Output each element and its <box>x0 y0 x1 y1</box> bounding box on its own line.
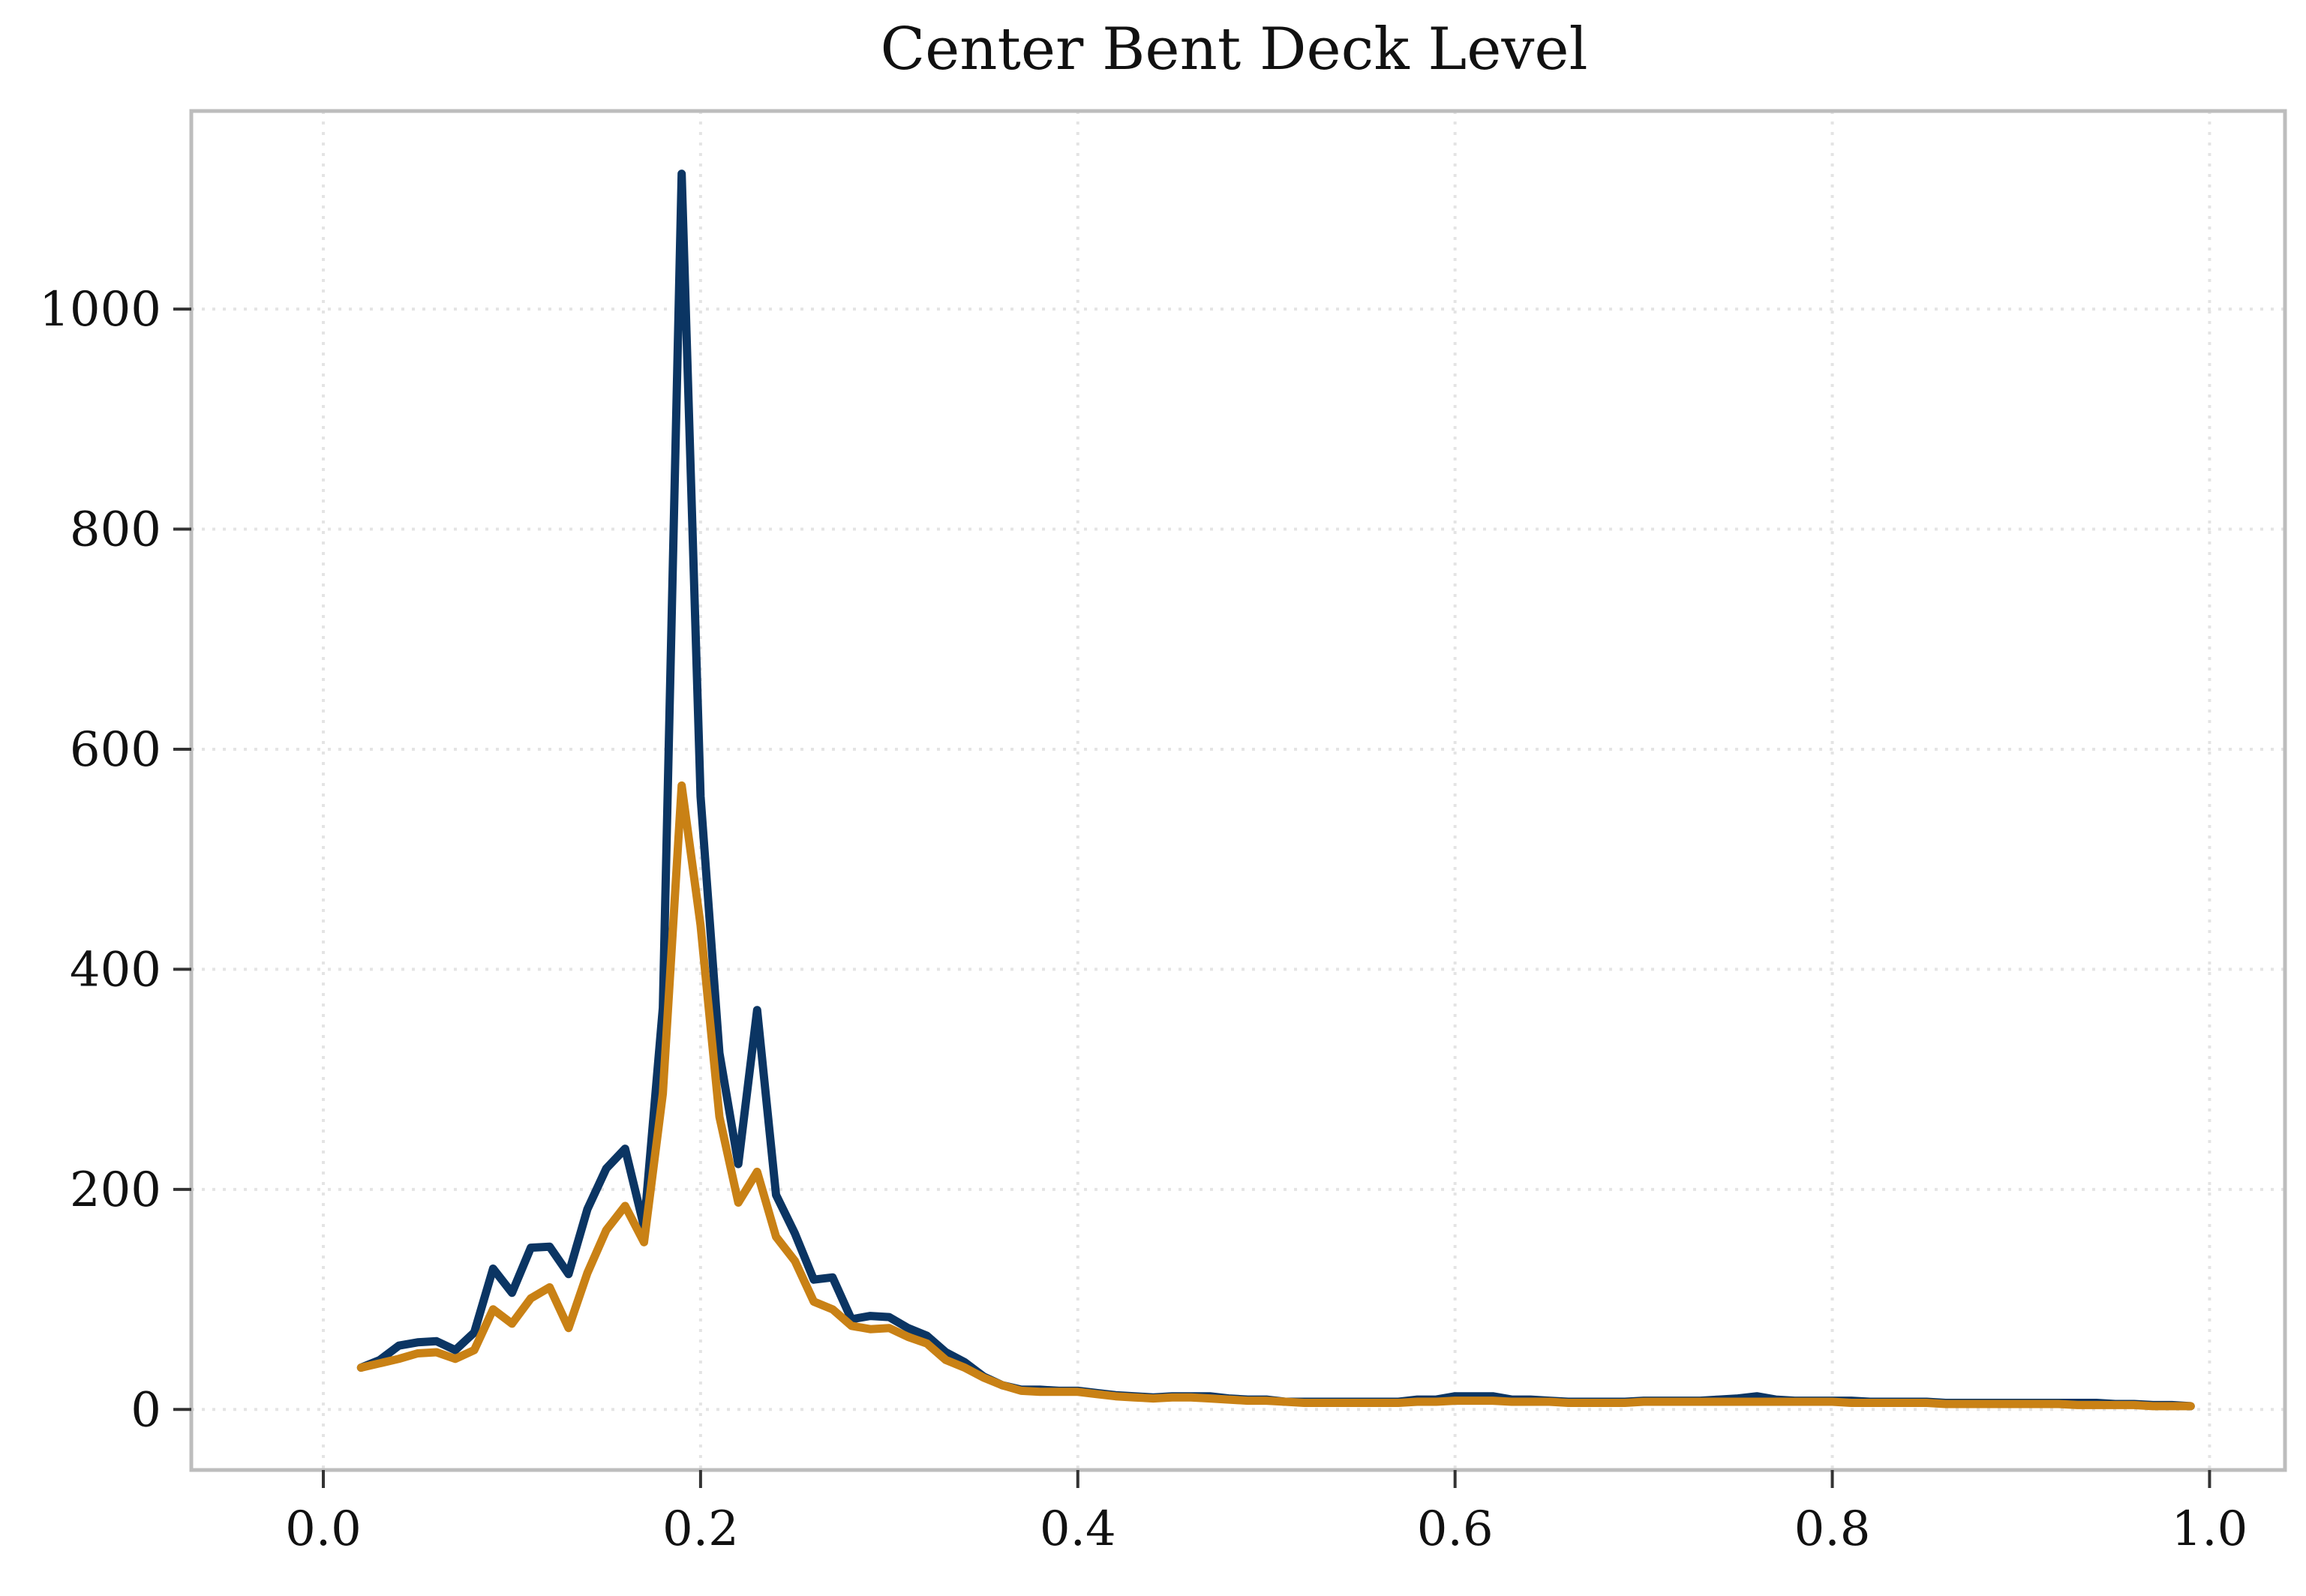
y-tick-label: 800 <box>70 502 161 558</box>
chart-title: Center Bent Deck Level <box>880 16 1587 83</box>
y-tick-label: 400 <box>70 942 161 998</box>
x-tick-label: 0.2 <box>662 1502 739 1557</box>
series-group <box>356 170 2195 1411</box>
x-tick-label: 0.4 <box>1040 1502 1116 1557</box>
x-tick-label: 0.0 <box>285 1502 362 1557</box>
series-line-2 <box>356 781 2195 1411</box>
axis-ticks: 0.0 0.2 0.4 0.6 0.8 1.0 0 200 400 600 800 1000 <box>39 282 2247 1557</box>
x-tick-label: 1.0 <box>2172 1502 2248 1557</box>
y-tick-label: 1000 <box>39 282 161 338</box>
y-tick-label: 0 <box>131 1382 161 1438</box>
grid <box>191 111 2285 1470</box>
x-tick-label: 0.6 <box>1417 1502 1494 1557</box>
y-tick-label: 200 <box>70 1162 161 1218</box>
x-tick-label: 0.8 <box>1794 1502 1871 1557</box>
y-tick-label: 600 <box>70 722 161 778</box>
plot-frame <box>189 109 2287 1472</box>
